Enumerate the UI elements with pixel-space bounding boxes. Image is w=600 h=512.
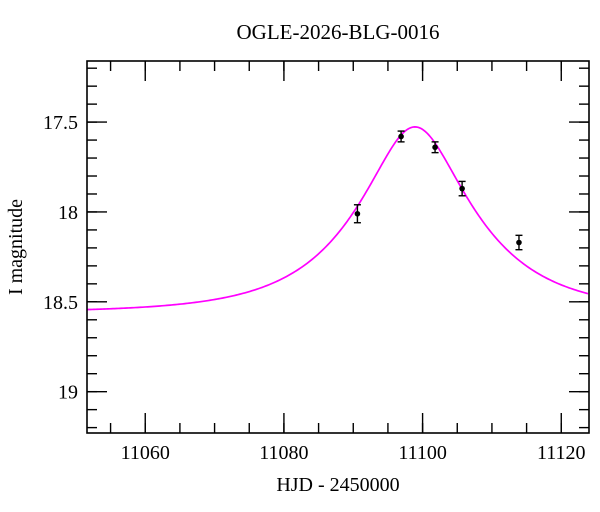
x-tick-label: 11060 <box>121 442 170 464</box>
x-tick-label: 11100 <box>398 442 447 464</box>
chart-layer: 11060 11080 11100 11120 17.5 18 18.5 19 <box>43 60 590 464</box>
plot-title: OGLE-2026-BLG-0016 <box>237 20 440 44</box>
model-curve <box>86 126 589 311</box>
plot-box <box>86 60 590 434</box>
data-point <box>398 133 404 140</box>
y-tick-label: 18 <box>58 202 78 224</box>
y-tick-label: 19 <box>58 382 78 404</box>
y-tick-label: 18.5 <box>43 292 78 314</box>
x-tick-label: 11120 <box>537 442 586 464</box>
data-point <box>516 239 522 246</box>
data-point <box>432 144 438 151</box>
data-point <box>354 210 361 217</box>
data-point <box>459 185 465 192</box>
y-tick-label: 17.5 <box>43 112 78 134</box>
x-tick-label: 11080 <box>259 442 308 464</box>
x-axis-label: HJD - 2450000 <box>276 474 399 496</box>
y-axis-label: I magnitude <box>5 199 27 295</box>
